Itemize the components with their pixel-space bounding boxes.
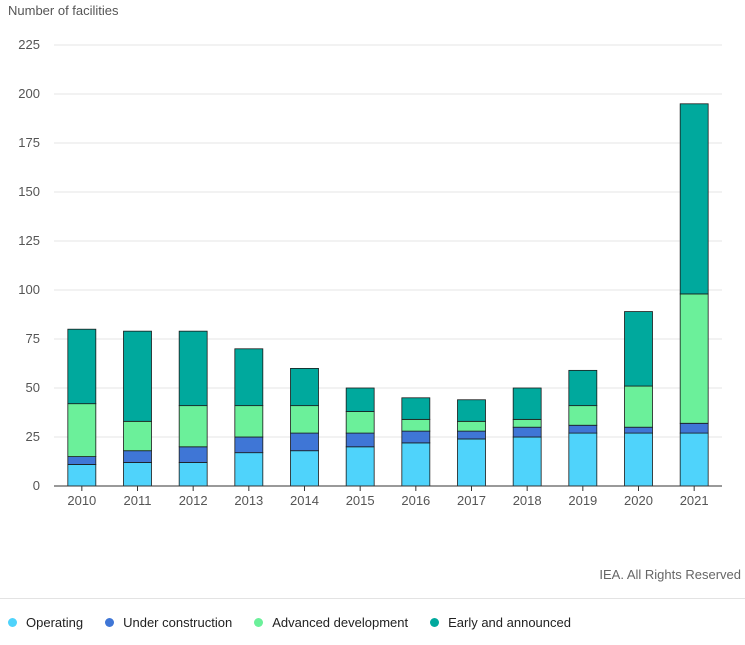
- bar-segment-early-and-announced: [290, 367, 319, 407]
- legend-label-under-construction: Under construction: [123, 615, 233, 630]
- legend-item-under-construction[interactable]: Under construction: [105, 615, 232, 630]
- bar-segment-operating: [345, 446, 375, 487]
- y-tick-label: 150: [18, 184, 40, 199]
- x-tick-label: 2020: [624, 493, 653, 508]
- bar-segment-advanced-development: [234, 405, 264, 438]
- legend-item-advanced-development[interactable]: Advanced development: [254, 615, 408, 630]
- legend-label-advanced-development: Advanced development: [272, 615, 409, 630]
- bar-segment-operating: [568, 432, 598, 487]
- bar-segment-advanced-development: [123, 420, 152, 452]
- bar-segment-operating: [679, 432, 709, 487]
- x-tick-label: 2010: [67, 493, 96, 508]
- bar-segment-operating: [401, 442, 431, 487]
- y-tick-label: 200: [18, 86, 40, 101]
- copyright-credit: IEA. All Rights Reserved: [599, 567, 741, 582]
- legend-label-operating: Operating: [26, 615, 84, 630]
- y-tick-label: 50: [26, 380, 40, 395]
- bar-segment-under-construction: [624, 426, 653, 434]
- y-tick-label: 225: [18, 37, 40, 52]
- legend-swatch-operating: [8, 618, 17, 627]
- bar-segment-advanced-development: [178, 405, 208, 448]
- x-tick-label: 2019: [568, 493, 597, 508]
- bar-segment-under-construction: [401, 430, 431, 444]
- bar-segment-early-and-announced: [679, 103, 709, 295]
- bar-segment-operating: [512, 436, 542, 487]
- bar-segment-advanced-development: [401, 418, 431, 432]
- bar-segment-operating: [234, 452, 264, 487]
- legend-label-early-and-announced: Early and announced: [448, 615, 571, 630]
- bar-segment-under-construction: [290, 432, 319, 452]
- bar-segment-advanced-development: [67, 403, 97, 457]
- x-tick-label: 2011: [124, 493, 152, 508]
- bar-segment-operating: [178, 462, 208, 487]
- bar-segment-advanced-development: [345, 411, 375, 434]
- bar-segment-advanced-development: [290, 405, 319, 434]
- x-tick-label: 2013: [234, 493, 263, 508]
- legend-swatch-under-construction: [105, 618, 115, 627]
- bar-segment-operating: [624, 432, 653, 487]
- y-tick-label: 100: [18, 282, 40, 297]
- bar-segment-advanced-development: [568, 405, 598, 426]
- legend-item-early-and-announced[interactable]: Early and announced: [430, 615, 571, 630]
- y-tick-label: 75: [26, 331, 40, 346]
- bar-segment-early-and-announced: [345, 387, 375, 412]
- bar-segment-under-construction: [568, 424, 598, 434]
- stacked-bar-chart: 0 25 50 75 100 125 150 175 200 225 2010 2011 2012 201…: [18, 37, 722, 508]
- y-tick-label: 125: [18, 233, 40, 248]
- bar-segment-advanced-development: [457, 420, 486, 432]
- legend-swatch-early-and-announced: [430, 618, 440, 627]
- bar-segment-under-construction: [178, 446, 208, 463]
- bar-segment-under-construction: [345, 432, 375, 448]
- bar-segment-operating: [123, 462, 152, 487]
- bar-segment-under-construction: [512, 426, 542, 438]
- bar-segment-operating: [67, 464, 97, 487]
- y-axis-label: Number of facilities: [8, 3, 119, 18]
- bar-segment-advanced-development: [624, 385, 653, 428]
- y-tick-label: 25: [26, 429, 40, 444]
- bar-segment-operating: [290, 450, 319, 487]
- bar-segment-operating: [457, 438, 486, 487]
- legend-divider: [0, 598, 745, 599]
- bar-segment-under-construction: [67, 456, 97, 465]
- x-tick-label: 2016: [401, 493, 430, 508]
- x-tick-label: 2021: [680, 493, 709, 508]
- legend-item-operating[interactable]: Operating: [8, 615, 83, 630]
- x-tick-label: 2012: [179, 493, 208, 508]
- x-tick-label: 2014: [290, 493, 319, 508]
- bar-segment-under-construction: [234, 436, 264, 454]
- y-tick-label: 175: [18, 135, 40, 150]
- bar-segment-under-construction: [123, 450, 152, 463]
- bar-segment-advanced-development: [512, 418, 542, 428]
- bar-segment-under-construction: [679, 422, 709, 434]
- bar-segment-early-and-announced: [234, 348, 264, 407]
- bar-segment-early-and-announced: [457, 399, 486, 422]
- y-tick-label: 0: [33, 478, 40, 493]
- bar-segment-early-and-announced: [568, 369, 598, 407]
- bar-segment-advanced-development: [679, 293, 709, 424]
- x-tick-label: 2015: [346, 493, 375, 508]
- legend-swatch-advanced-development: [254, 618, 264, 627]
- x-tick-label: 2017: [457, 493, 486, 508]
- bar-segment-early-and-announced: [624, 311, 653, 387]
- bar-segment-early-and-announced: [67, 328, 97, 405]
- x-tick-label: 2018: [513, 493, 542, 508]
- bar-segment-early-and-announced: [123, 330, 152, 422]
- bar-segment-early-and-announced: [401, 397, 431, 420]
- legend: Operating Under construction Advanced de…: [8, 615, 593, 630]
- bar-segment-under-construction: [457, 430, 486, 440]
- bar-segment-early-and-announced: [512, 387, 542, 420]
- bar-segment-early-and-announced: [178, 330, 208, 407]
